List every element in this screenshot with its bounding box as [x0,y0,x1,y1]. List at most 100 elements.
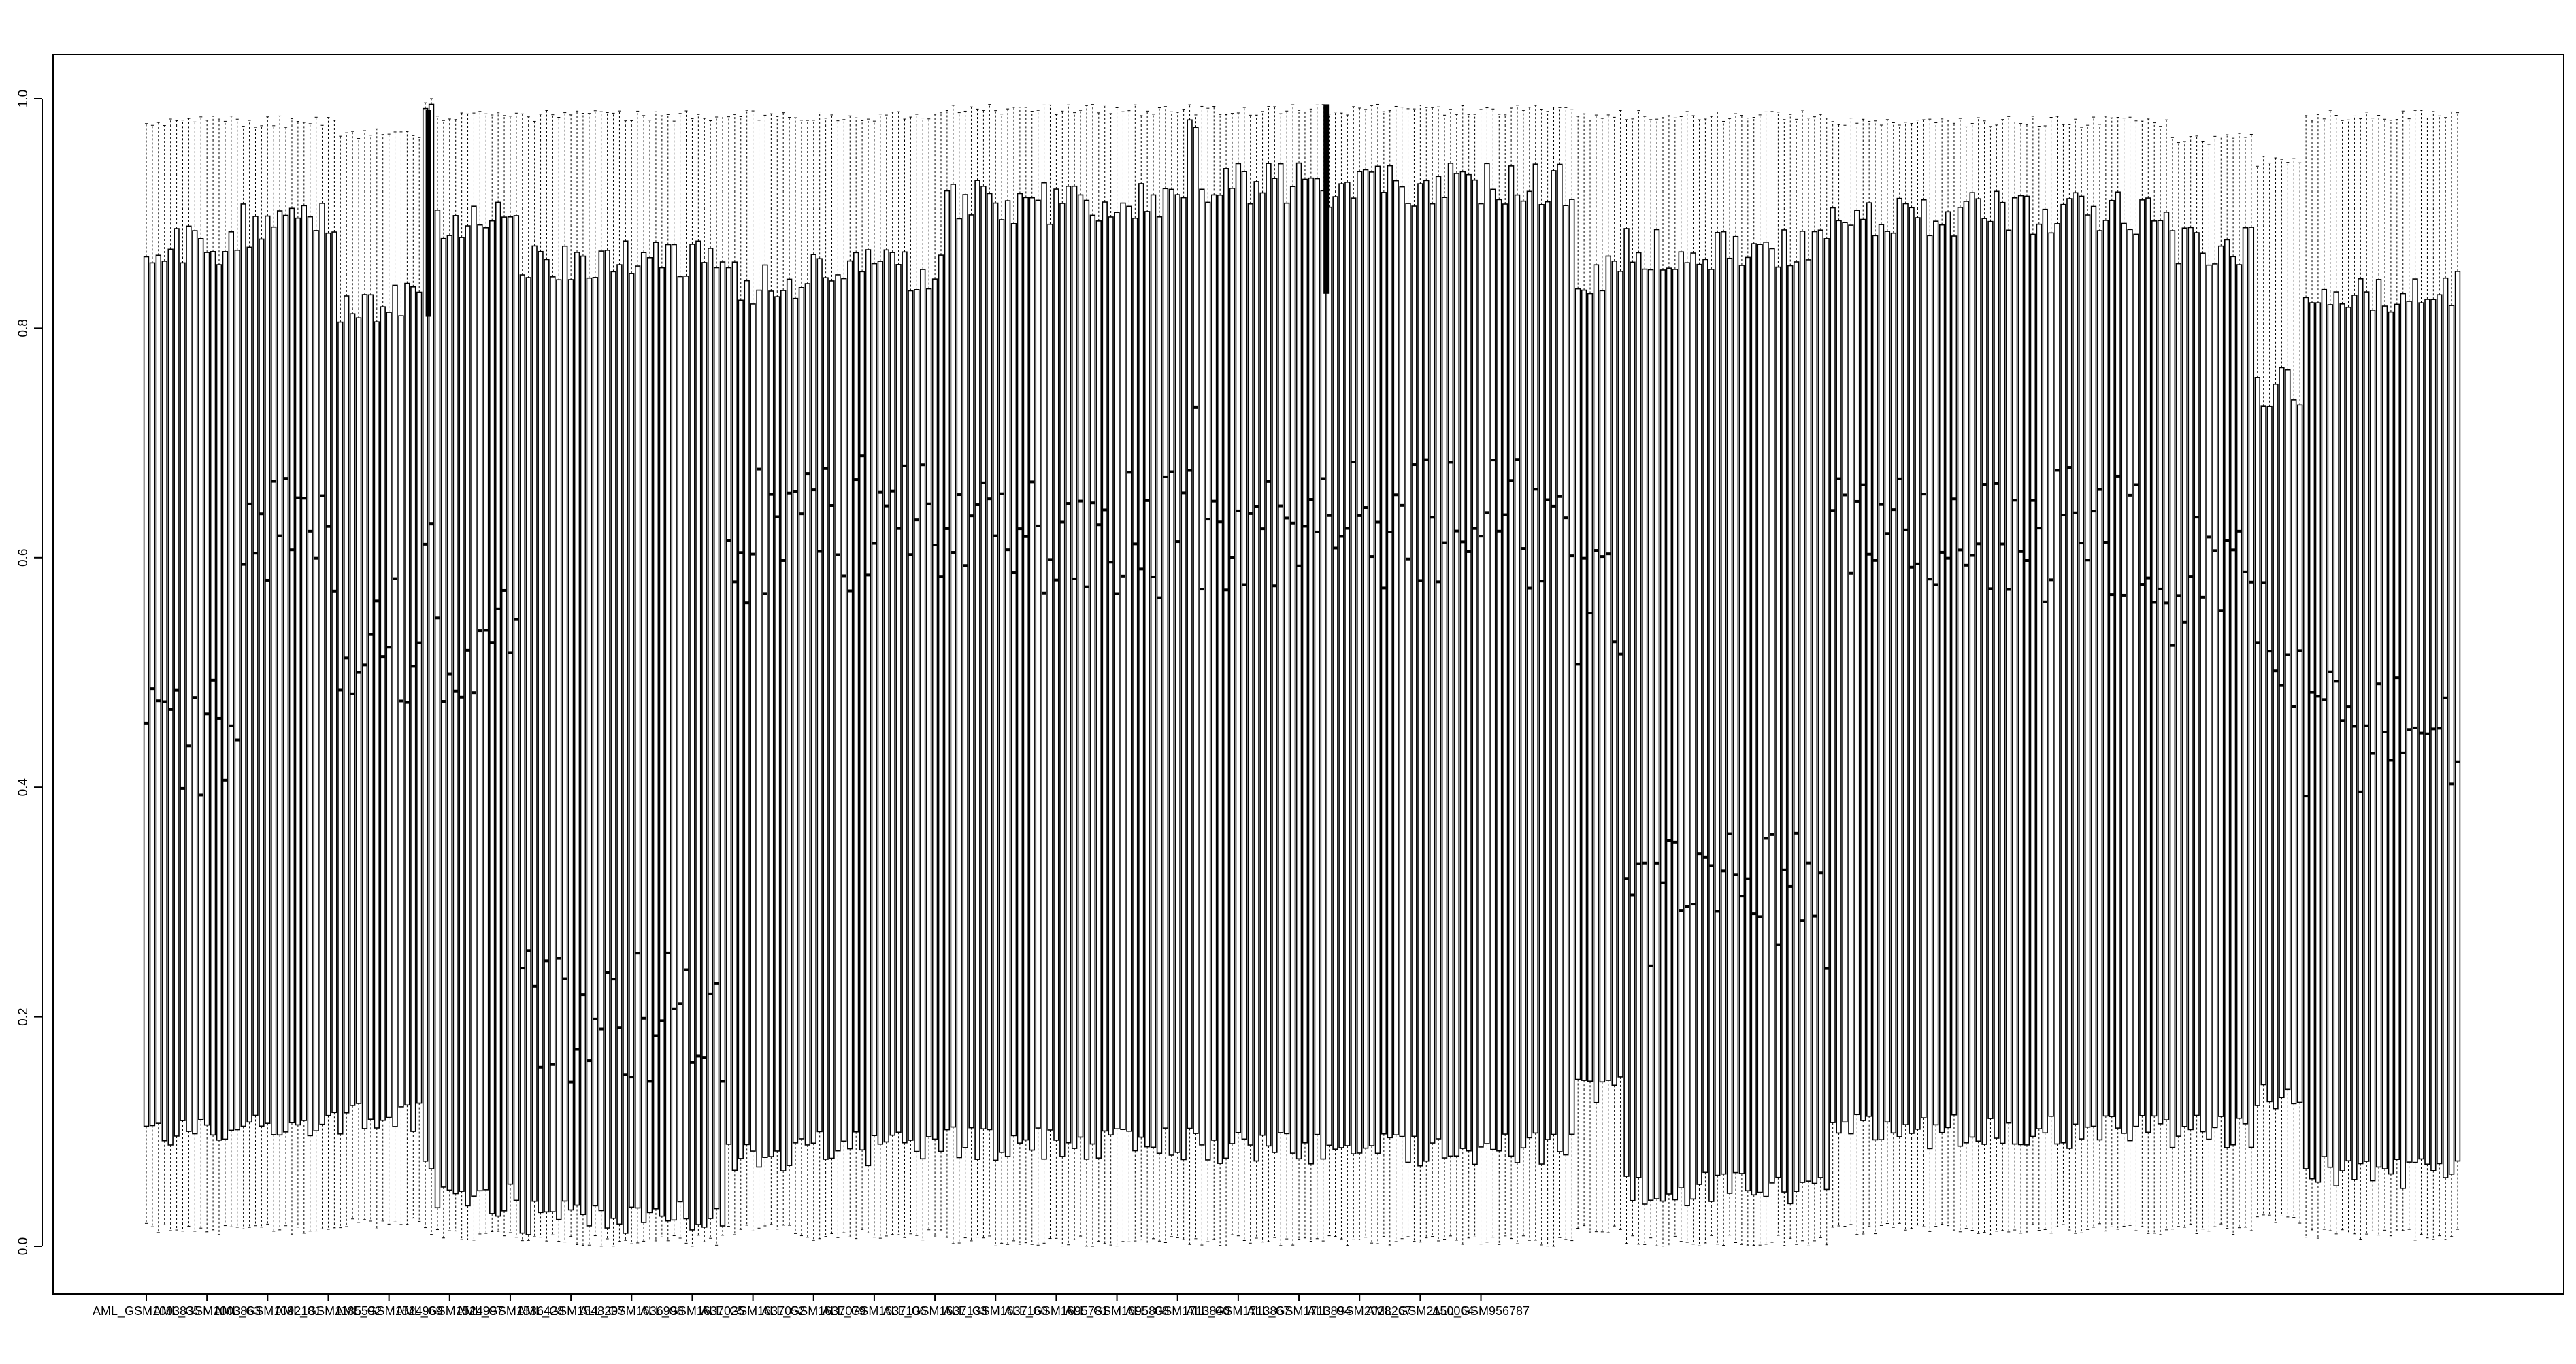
box-219 [1472,114,1478,1237]
box-157 [1095,112,1102,1242]
box-349 [2260,156,2266,1216]
x-tick-label: AML_GSM2150064 [1366,1304,1474,1318]
box-308 [2011,119,2018,1231]
box-53 [465,113,471,1241]
box-343 [2224,134,2230,1229]
box-282 [1854,122,1860,1235]
boxes-layer [143,98,2461,1247]
iqr-box [1368,171,1375,1146]
box-316 [2060,124,2066,1225]
box-251 [1666,115,1672,1246]
iqr-box [1314,178,1320,1135]
iqr-box [968,214,974,1129]
box-331 [2151,122,2158,1234]
box-184 [1259,111,1266,1243]
iqr-box [531,245,538,1202]
box-255 [1690,115,1696,1245]
box-161 [1120,111,1126,1242]
box-328 [2133,120,2139,1231]
box-289 [1896,124,1902,1224]
iqr-box [701,262,708,1228]
box-301 [1969,123,1975,1231]
box-134 [956,112,962,1244]
box-0 [143,123,150,1224]
iqr-box [1927,235,1933,1150]
iqr-box [902,251,908,1144]
iqr-box [1611,261,1617,1086]
iqr-box [2175,263,2182,1137]
box-108 [798,120,805,1237]
iqr-box [1496,199,1502,1152]
iqr-box [1854,210,1860,1116]
iqr-box [2430,299,2437,1171]
iqr-box [2096,230,2103,1141]
box-65 [538,114,544,1238]
box-257 [1702,118,1708,1244]
iqr-box [853,252,859,1133]
box-98 [738,116,744,1230]
iqr-box [671,244,677,1221]
box-318 [2073,118,2079,1234]
iqr-box [2017,195,2024,1146]
box-253 [1678,116,1684,1242]
box-127 [914,114,920,1236]
box-334 [2169,137,2176,1230]
box-185 [1266,106,1272,1242]
iqr-box [2406,301,2412,1163]
iqr-box [1381,192,1387,1135]
iqr-box [1696,263,1702,1185]
iqr-box [823,277,829,1160]
iqr-box [1351,197,1357,1154]
box-218 [1466,114,1472,1239]
box-330 [2145,118,2151,1234]
box-339 [2200,140,2206,1230]
box-44 [410,135,416,1219]
box-214 [1441,114,1448,1240]
box-329 [2139,120,2145,1227]
x-tick-label: ALL_GSM1637052 [701,1304,805,1318]
iqr-box [938,254,944,1152]
iqr-box [1653,229,1660,1199]
iqr-box [2260,405,2266,1086]
box-49 [440,120,447,1239]
box-116 [847,115,853,1237]
box-88 [677,113,683,1239]
iqr-box [640,252,647,1223]
x-tick-label: ALL_GSM956787 [1432,1304,1530,1318]
iqr-box [1393,180,1399,1135]
box-13 [222,120,229,1227]
iqr-box [1235,163,1242,1133]
iqr-box [2248,227,2255,1148]
box-42 [398,131,404,1225]
x-tick-label: AML_GSM1524997 [396,1304,503,1318]
box-245 [1630,118,1636,1237]
iqr-box [1411,205,1417,1137]
box-58 [495,112,501,1232]
iqr-box [604,250,610,1229]
box-182 [1247,114,1253,1244]
iqr-box [956,218,962,1159]
iqr-box [483,227,489,1191]
box-122 [883,114,889,1237]
box-123 [889,112,895,1235]
box-155 [1083,105,1090,1247]
box-129 [925,118,932,1231]
box-7 [186,118,192,1227]
iqr-box [1289,186,1296,1154]
iqr-box [1193,127,1199,1134]
iqr-box [629,273,635,1208]
iqr-box [2296,404,2303,1103]
box-111 [816,112,823,1240]
box-38 [374,128,380,1229]
iqr-box [653,242,659,1210]
iqr-box [1830,207,1836,1123]
box-103 [768,113,774,1225]
box-215 [1447,109,1454,1237]
iqr-box [1690,252,1696,1200]
box-319 [2079,127,2085,1233]
box-332 [2157,126,2164,1235]
box-357 [2309,120,2315,1231]
iqr-box [2339,303,2345,1171]
iqr-box [798,287,805,1140]
iqr-box [1884,231,1891,1123]
